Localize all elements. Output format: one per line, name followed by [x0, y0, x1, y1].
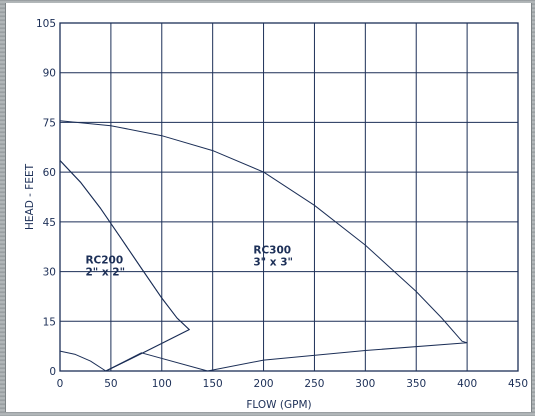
y-tick-label-105: 105: [36, 18, 56, 30]
y-tick-label-0: 0: [49, 366, 56, 378]
y-tick-label-15: 15: [43, 316, 56, 328]
x-tick-label-450: 450: [508, 378, 528, 390]
x-tick-label-150: 150: [203, 378, 223, 390]
x-axis-label: FLOW (GPM): [246, 399, 311, 411]
chart-frame: [5, 3, 532, 412]
plot-area-border: [59, 22, 519, 372]
grid: [59, 22, 519, 372]
x-tick-label-0: 0: [57, 378, 64, 390]
annotation-1-line-1: 3" x 3": [253, 257, 293, 269]
y-axis-label: HEAD - FEET: [24, 163, 36, 230]
annotation-0-line-1: 2" x 2": [85, 267, 125, 279]
plot-border: [59, 22, 519, 372]
x-tick-label-400: 400: [457, 378, 477, 390]
curve-RC300-envelope: [59, 120, 468, 372]
x-tick-label-200: 200: [254, 378, 274, 390]
annotation-0-line-0: RC200: [85, 255, 123, 267]
y-tick-label-90: 90: [43, 68, 56, 80]
x-tick-label-50: 50: [104, 378, 117, 390]
x-tick-label-250: 250: [304, 378, 324, 390]
x-tick-label-350: 350: [406, 378, 426, 390]
y-tick-label-30: 30: [43, 267, 56, 279]
x-tick-label-300: 300: [355, 378, 375, 390]
tick-labels: 0 50 100 150 200 250 300 350 400 450 0 15 30 45 60 75 90…: [36, 18, 528, 390]
annotation-1-line-0: RC300: [253, 245, 291, 257]
curves: [59, 120, 468, 372]
y-tick-label-60: 60: [43, 167, 56, 179]
y-tick-label-75: 75: [43, 117, 56, 129]
x-tick-label-100: 100: [152, 378, 172, 390]
y-tick-label-45: 45: [43, 217, 56, 229]
